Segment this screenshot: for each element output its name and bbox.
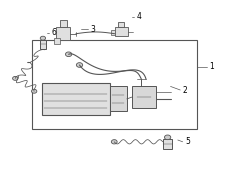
- Bar: [57, 28, 70, 40]
- Bar: [42, 83, 110, 115]
- Bar: [110, 86, 127, 111]
- Text: 1: 1: [209, 62, 214, 71]
- Circle shape: [40, 36, 46, 40]
- Text: 3: 3: [91, 25, 95, 34]
- Circle shape: [76, 63, 83, 67]
- Circle shape: [31, 89, 37, 93]
- Circle shape: [65, 52, 72, 57]
- Bar: [118, 22, 124, 28]
- Bar: [32, 40, 197, 129]
- Bar: [54, 38, 60, 44]
- Circle shape: [164, 135, 171, 140]
- Bar: [132, 86, 156, 108]
- Text: 4: 4: [137, 12, 142, 21]
- Text: 6: 6: [52, 28, 57, 37]
- Bar: [115, 28, 128, 36]
- Bar: [163, 139, 172, 149]
- Bar: [60, 20, 67, 28]
- Text: 2: 2: [183, 86, 187, 94]
- Bar: [40, 40, 46, 49]
- Bar: [111, 30, 115, 35]
- Text: 5: 5: [185, 137, 190, 146]
- Circle shape: [13, 76, 18, 80]
- Circle shape: [111, 140, 117, 144]
